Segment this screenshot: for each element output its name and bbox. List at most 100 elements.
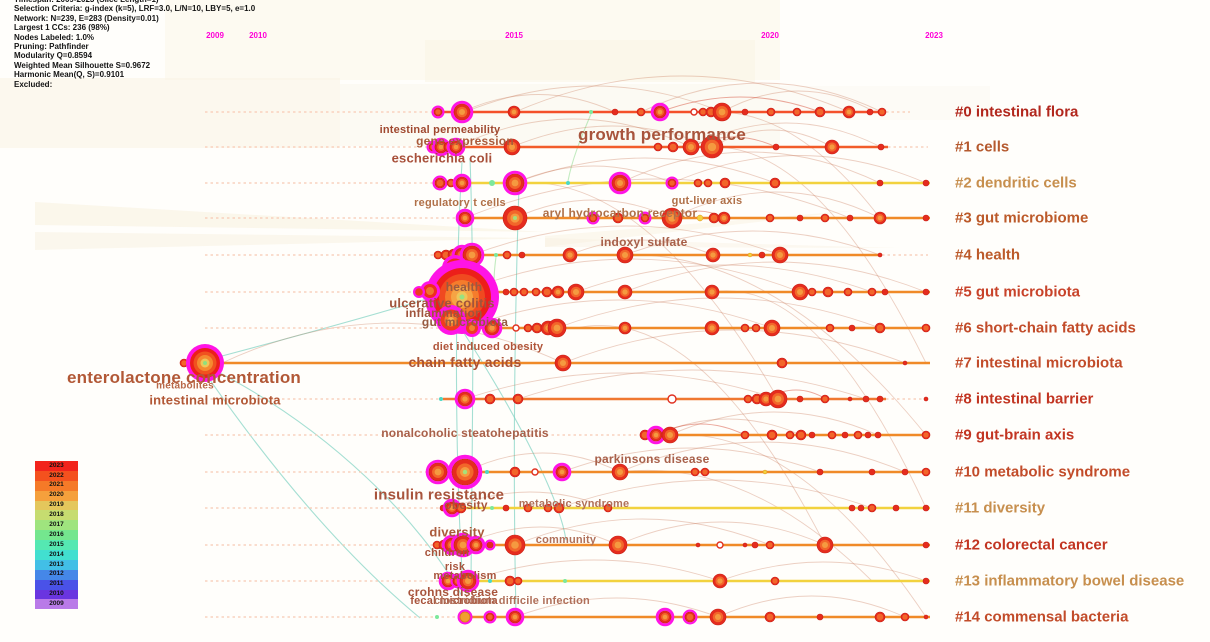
timeline-node[interactable]	[874, 431, 882, 439]
timeline-node[interactable]	[507, 105, 521, 119]
timeline-node[interactable]	[862, 395, 870, 403]
timeline-node[interactable]	[432, 540, 442, 550]
timeline-node[interactable]	[816, 536, 834, 554]
timeline-node[interactable]	[541, 286, 553, 298]
timeline-node[interactable]	[795, 429, 807, 441]
timeline-node[interactable]	[766, 429, 778, 441]
timeline-node[interactable]	[667, 141, 679, 153]
timeline-node[interactable]	[771, 246, 789, 264]
timeline-node[interactable]	[682, 609, 698, 625]
timeline-node[interactable]	[695, 542, 701, 548]
timeline-node[interactable]	[814, 106, 826, 118]
timeline-node[interactable]	[921, 430, 931, 440]
timeline-node[interactable]	[547, 318, 567, 338]
timeline-node[interactable]	[766, 107, 776, 117]
timeline-node[interactable]	[820, 394, 830, 404]
timeline-node[interactable]	[772, 143, 780, 151]
timeline-node[interactable]	[455, 502, 467, 514]
timeline-node[interactable]	[563, 579, 567, 583]
cluster-blob-node[interactable]	[413, 286, 425, 298]
timeline-node[interactable]	[700, 467, 710, 477]
timeline-node[interactable]	[611, 463, 629, 481]
timeline-node[interactable]	[452, 173, 472, 193]
timeline-node[interactable]	[816, 613, 824, 621]
timeline-node[interactable]	[743, 394, 753, 404]
timeline-node[interactable]	[661, 207, 683, 229]
timeline-node[interactable]	[553, 502, 565, 514]
timeline-node[interactable]	[562, 247, 578, 263]
timeline-node[interactable]	[847, 396, 853, 402]
timeline-node[interactable]	[518, 251, 526, 259]
timeline-node[interactable]	[519, 287, 529, 297]
timeline-node[interactable]	[483, 610, 497, 624]
timeline-node[interactable]	[603, 503, 613, 513]
timeline-node[interactable]	[488, 579, 492, 583]
timeline-node[interactable]	[446, 137, 466, 157]
timeline-node[interactable]	[827, 430, 837, 440]
timeline-node[interactable]	[708, 212, 720, 224]
timeline-node[interactable]	[455, 208, 475, 228]
timeline-node[interactable]	[868, 468, 876, 476]
timeline-node[interactable]	[484, 539, 496, 551]
timeline-node[interactable]	[791, 283, 809, 301]
timeline-node[interactable]	[617, 284, 633, 300]
timeline-node[interactable]	[661, 426, 679, 444]
timeline-node[interactable]	[425, 459, 451, 485]
timeline-node[interactable]	[923, 396, 929, 402]
timeline-node[interactable]	[504, 534, 526, 556]
timeline-node[interactable]	[567, 283, 585, 301]
timeline-node[interactable]	[589, 110, 593, 114]
timeline-node[interactable]	[807, 287, 817, 297]
timeline-node[interactable]	[712, 102, 732, 122]
timeline-node[interactable]	[667, 394, 677, 404]
timeline-node[interactable]	[824, 139, 840, 155]
timeline-node[interactable]	[922, 179, 930, 187]
timeline-node[interactable]	[765, 540, 775, 550]
timeline-node[interactable]	[513, 576, 523, 586]
timeline-node[interactable]	[552, 462, 572, 482]
timeline-node[interactable]	[776, 357, 788, 369]
timeline-node[interactable]	[439, 397, 443, 401]
timeline-node[interactable]	[650, 102, 670, 122]
timeline-node[interactable]	[442, 498, 462, 518]
timeline-node[interactable]	[447, 454, 483, 490]
timeline-node[interactable]	[690, 108, 698, 116]
timeline-node[interactable]	[531, 322, 543, 334]
timeline-node[interactable]	[740, 323, 750, 333]
timeline-node[interactable]	[900, 612, 910, 622]
timeline-node[interactable]	[608, 535, 628, 555]
timeline-node[interactable]	[611, 108, 619, 116]
timeline-node[interactable]	[503, 138, 521, 156]
timeline-node[interactable]	[717, 211, 731, 225]
timeline-node[interactable]	[638, 211, 652, 225]
timeline-node[interactable]	[502, 170, 528, 196]
timeline-node[interactable]	[892, 504, 900, 512]
timeline-node[interactable]	[921, 323, 931, 333]
timeline-node[interactable]	[531, 468, 539, 476]
timeline-node[interactable]	[763, 319, 781, 337]
timeline-node[interactable]	[554, 354, 572, 372]
timeline-node[interactable]	[741, 108, 749, 116]
timeline-node[interactable]	[504, 575, 516, 587]
timeline-node[interactable]	[704, 284, 720, 300]
cluster-blob-node[interactable]	[186, 344, 224, 382]
timeline-node[interactable]	[921, 467, 931, 477]
timeline-node[interactable]	[764, 611, 776, 623]
timeline-node[interactable]	[450, 532, 476, 558]
timeline-node[interactable]	[646, 425, 666, 445]
timeline-node[interactable]	[705, 247, 721, 263]
timeline-node[interactable]	[665, 176, 679, 190]
timeline-node[interactable]	[877, 252, 883, 258]
timeline-node[interactable]	[502, 288, 510, 296]
timeline-node[interactable]	[742, 542, 748, 548]
timeline-node[interactable]	[751, 541, 759, 549]
timeline-node[interactable]	[456, 569, 480, 593]
timeline-node[interactable]	[454, 388, 476, 410]
timeline-node[interactable]	[543, 503, 553, 513]
timeline-node[interactable]	[923, 614, 929, 620]
timeline-node[interactable]	[820, 213, 830, 223]
timeline-node[interactable]	[848, 504, 856, 512]
timeline-node[interactable]	[509, 466, 521, 478]
timeline-node[interactable]	[494, 253, 498, 257]
timeline-node[interactable]	[841, 431, 849, 439]
